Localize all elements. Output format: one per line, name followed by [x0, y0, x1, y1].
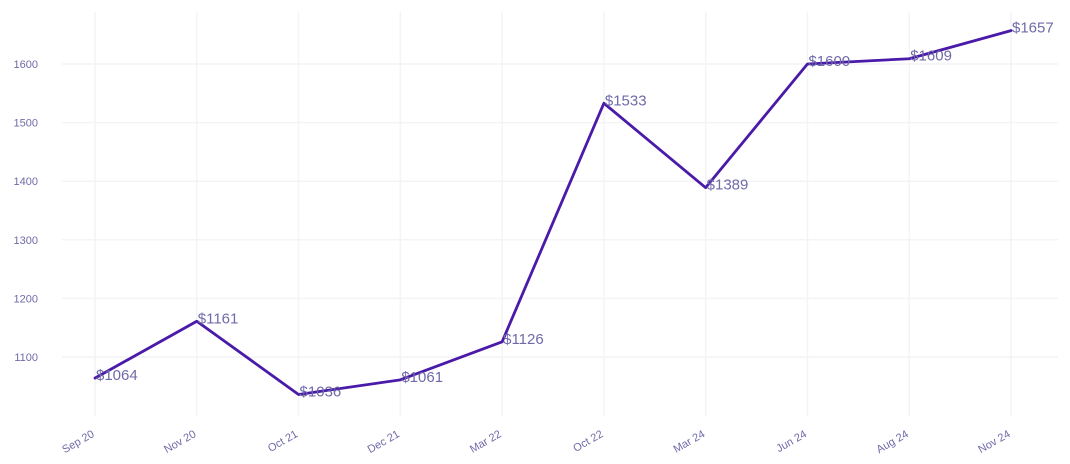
data-label: $1126: [503, 331, 544, 348]
x-tick-label: Mar 22: [468, 428, 504, 456]
y-tick-label: 1400: [14, 176, 38, 188]
data-label: $1657: [1012, 20, 1054, 37]
data-label: $1609: [910, 48, 952, 65]
data-label: $1533: [605, 92, 647, 109]
x-tick-label: Mar 24: [672, 428, 708, 456]
y-tick-label: 1500: [14, 118, 38, 130]
x-tick-label: Nov 20: [162, 428, 198, 456]
data-label: $1389: [707, 177, 749, 194]
y-tick-label: 1100: [14, 352, 38, 364]
data-label: $1064: [96, 367, 138, 384]
y-tick-label: 1300: [14, 235, 38, 247]
x-tick-label: Aug 24: [875, 428, 911, 456]
data-label: $1600: [808, 53, 850, 70]
x-tick-label: Sep 20: [60, 428, 96, 456]
x-tick-label: Jun 24: [774, 428, 809, 455]
data-label: $1036: [300, 384, 342, 401]
y-tick-label: 1600: [14, 59, 38, 71]
data-label: $1061: [401, 369, 443, 386]
x-tick-label: Oct 21: [266, 428, 300, 455]
x-tick-label: Oct 22: [571, 428, 605, 455]
x-tick-label: Nov 24: [976, 428, 1012, 456]
y-tick-label: 1200: [14, 293, 38, 305]
series-line: [93, 29, 1013, 396]
data-label: $1161: [198, 310, 239, 327]
x-tick-label: Dec 21: [366, 428, 402, 456]
